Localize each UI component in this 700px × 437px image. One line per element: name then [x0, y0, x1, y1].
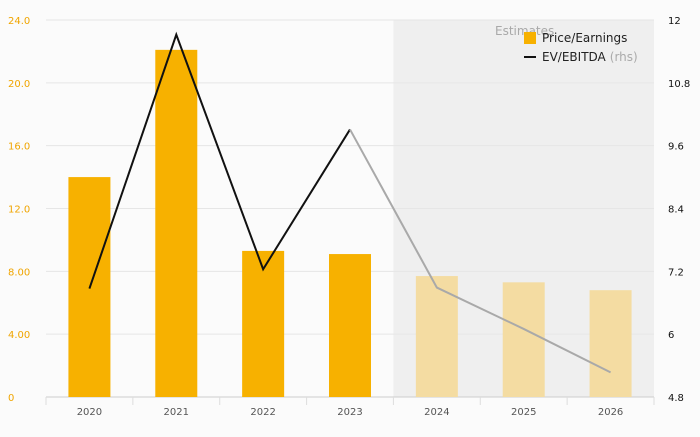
legend-label-line: EV/EBITDA [542, 50, 606, 64]
y-right-tick-label: 10.8 [668, 79, 690, 90]
legend: Price/Earnings EV/EBITDA (rhs) [524, 28, 638, 66]
y-right-tick-label: 4.8 [668, 393, 684, 404]
y-right-tick-label: 12 [668, 16, 681, 27]
line-series-actual [89, 35, 350, 289]
bar-2025 [503, 282, 545, 397]
legend-item-bar[interactable]: Price/Earnings [524, 28, 638, 47]
y-right-tick-label: 9.6 [668, 142, 684, 153]
x-tick-label: 2022 [250, 407, 275, 418]
y-left-tick-label: 24.0 [8, 16, 30, 27]
legend-swatch-bar [524, 32, 536, 44]
x-tick-label: 2024 [424, 407, 449, 418]
y-left-tick-label: 20.0 [8, 79, 30, 90]
y-left-tick-label: 16.0 [8, 142, 30, 153]
y-left-tick-label: 12.0 [8, 205, 30, 216]
legend-label-bar: Price/Earnings [542, 31, 627, 45]
bar-2023 [329, 254, 371, 397]
y-left-tick-label: 0 [8, 393, 14, 404]
y-right-tick-label: 6 [668, 330, 674, 341]
legend-swatch-line [524, 56, 536, 58]
bar-2026 [590, 290, 632, 397]
legend-item-line[interactable]: EV/EBITDA (rhs) [524, 47, 638, 66]
legend-label-line-suffix: (rhs) [610, 50, 638, 64]
x-tick-label: 2020 [77, 407, 102, 418]
y-right-tick-label: 8.4 [668, 205, 684, 216]
y-left-tick-label: 8.00 [8, 267, 30, 278]
bar-2022 [242, 251, 284, 397]
x-tick-label: 2023 [337, 407, 362, 418]
y-left-tick-label: 4.00 [8, 330, 30, 341]
bar-2021 [155, 50, 197, 397]
x-tick-label: 2021 [164, 407, 189, 418]
x-tick-label: 2026 [598, 407, 623, 418]
x-tick-label: 2025 [511, 407, 536, 418]
y-right-tick-label: 7.2 [668, 267, 684, 278]
